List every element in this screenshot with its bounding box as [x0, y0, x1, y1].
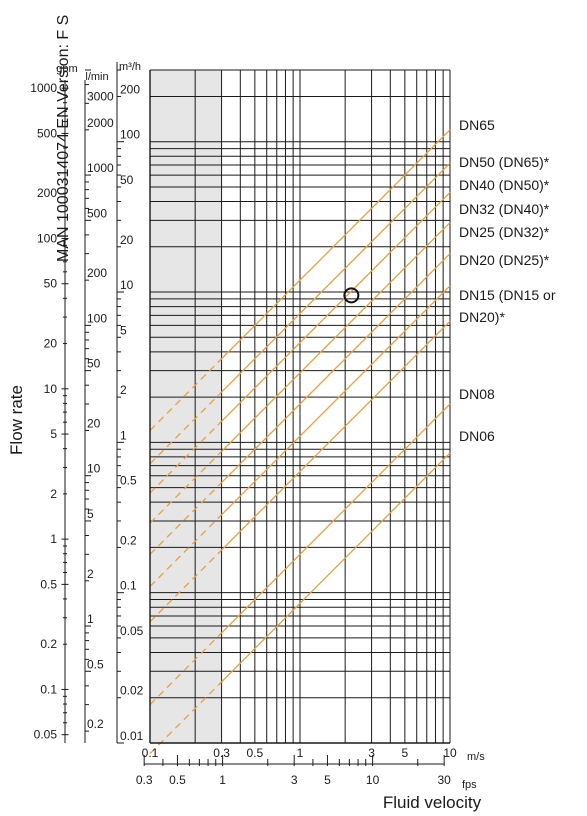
tick-label-gpm: 20: [44, 337, 58, 351]
series-label: DN25 (DN32)*: [459, 224, 550, 240]
tick-label-m3h: 0.05: [120, 624, 144, 638]
series-line: [221, 320, 451, 551]
tick-label-lmin: 50: [87, 357, 101, 371]
series-lines: [149, 129, 451, 755]
tick-label-lmin: 100: [87, 311, 107, 325]
series-label: DN08: [459, 386, 495, 402]
x-unit-ms: m/s: [467, 751, 485, 763]
tick-label-m3h: 5: [120, 323, 127, 337]
series-line: [221, 129, 451, 360]
tick-label-lmin: 3000: [87, 89, 114, 103]
tick-label-ms: 0.5: [247, 746, 264, 760]
series-label: DN15 (DN15 or DN20)*: [459, 287, 556, 325]
tick-label-fps: 1: [219, 773, 226, 787]
tick-label-fps: 0.3: [136, 773, 153, 787]
tick-label-fps: 0.5: [169, 773, 186, 787]
tick-label-ms: 5: [402, 746, 409, 760]
tick-label-m3h: 200: [120, 82, 140, 96]
series-label: DN65: [459, 117, 495, 133]
series-line-dashed: [149, 681, 223, 755]
tick-label-lmin: 2000: [87, 116, 114, 130]
tick-label-lmin: 5: [87, 507, 94, 521]
series-line: [221, 222, 451, 452]
series-line: [221, 285, 451, 516]
tick-label-gpm: 1000: [30, 81, 57, 95]
series-label: DN50 (DN65)*: [459, 154, 550, 170]
x-unit-fps: fps: [462, 779, 477, 791]
tick-label-m3h: 0.1: [120, 579, 137, 593]
tick-label-lmin: 200: [87, 266, 107, 280]
y-unit-gpm: gpm: [56, 63, 77, 75]
series-label: DN06: [459, 428, 495, 444]
series-line-dashed: [149, 549, 223, 623]
tick-label-gpm: 100: [37, 231, 57, 245]
tick-label-gpm: 0.5: [40, 577, 57, 591]
tick-label-ms: 1: [297, 746, 304, 760]
tick-label-ms: 0.1: [142, 746, 159, 760]
tick-label-gpm: 0.05: [34, 728, 58, 742]
shaded-low-velocity-region: [150, 70, 222, 743]
tick-label-m3h: 0.2: [120, 533, 137, 547]
series-line: [221, 452, 451, 683]
marker-circle: [343, 287, 360, 304]
tick-label-gpm: 200: [37, 186, 57, 200]
watermark: MAN 1000314074 EN Version: F S: [55, 15, 72, 262]
tick-label-ms: 0.3: [213, 746, 230, 760]
tick-label-lmin: 2: [87, 567, 94, 581]
labels: DN65 DN50 (DN65)* DN40 (DN50)* DN32 (DN40)*…: [30, 81, 556, 787]
tick-label-m3h: 0.02: [120, 684, 144, 698]
tick-label-m3h: 0.01: [120, 729, 144, 743]
series-line: [221, 253, 451, 484]
series-line-dashed: [149, 450, 223, 524]
tick-label-fps: 10: [366, 773, 380, 787]
tick-label-gpm: 0.2: [40, 637, 57, 651]
tick-label-lmin: 10: [87, 462, 101, 476]
y-axis-title: Flow rate: [7, 385, 26, 455]
tick-label-gpm: 10: [44, 382, 58, 396]
tick-label-m3h: 0.5: [120, 474, 137, 488]
tick-label-ms: 10: [443, 746, 457, 760]
series-line-dashed: [149, 632, 223, 706]
tick-label-fps: 30: [437, 773, 451, 787]
series-line: [221, 403, 451, 634]
y-unit-lmin: l/min: [85, 71, 108, 83]
series-line-dashed: [149, 514, 223, 587]
tick-label-m3h: 10: [120, 278, 134, 292]
tick-label-gpm: 2: [50, 487, 57, 501]
series-line: [221, 191, 451, 422]
series-line: [221, 162, 451, 393]
tick-label-fps: 3: [291, 773, 298, 787]
tick-label-lmin: 1: [87, 612, 94, 626]
tick-label-ms: 3: [368, 746, 375, 760]
tick-label-fps: 5: [324, 773, 331, 787]
tick-label-lmin: 0.2: [87, 717, 104, 731]
tick-label-m3h: 50: [120, 173, 134, 187]
series-label: DN20 (DN25)*: [459, 252, 550, 268]
tick-label-m3h: 1: [120, 428, 127, 442]
series-line-dashed: [149, 420, 223, 494]
tick-label-gpm: 5: [50, 427, 57, 441]
series-label: DN40 (DN50)*: [459, 177, 550, 193]
axes: [61, 62, 450, 766]
shaded-region: [150, 70, 222, 743]
tick-label-m3h: 2: [120, 383, 127, 397]
y-unit-m3h: m³/h: [119, 61, 141, 73]
tick-label-gpm: 1: [50, 532, 57, 546]
series-line-dashed: [149, 391, 223, 465]
grid: [149, 69, 451, 744]
tick-label-lmin: 1000: [87, 161, 114, 175]
x-axis-title: Fluid velocity: [383, 793, 482, 812]
tick-label-lmin: 20: [87, 416, 101, 430]
tick-label-gpm: 0.1: [40, 682, 57, 696]
tick-label-lmin: 500: [87, 206, 107, 220]
series-line-dashed: [149, 358, 223, 431]
tick-label-gpm: 50: [44, 277, 58, 291]
tick-label-m3h: 20: [120, 233, 134, 247]
tick-label-m3h: 100: [120, 128, 140, 142]
series-label: DN32 (DN40)*: [459, 201, 550, 217]
tick-label-lmin: 0.5: [87, 657, 104, 671]
series-line-dashed: [149, 482, 223, 555]
tick-label-gpm: 500: [37, 126, 57, 140]
